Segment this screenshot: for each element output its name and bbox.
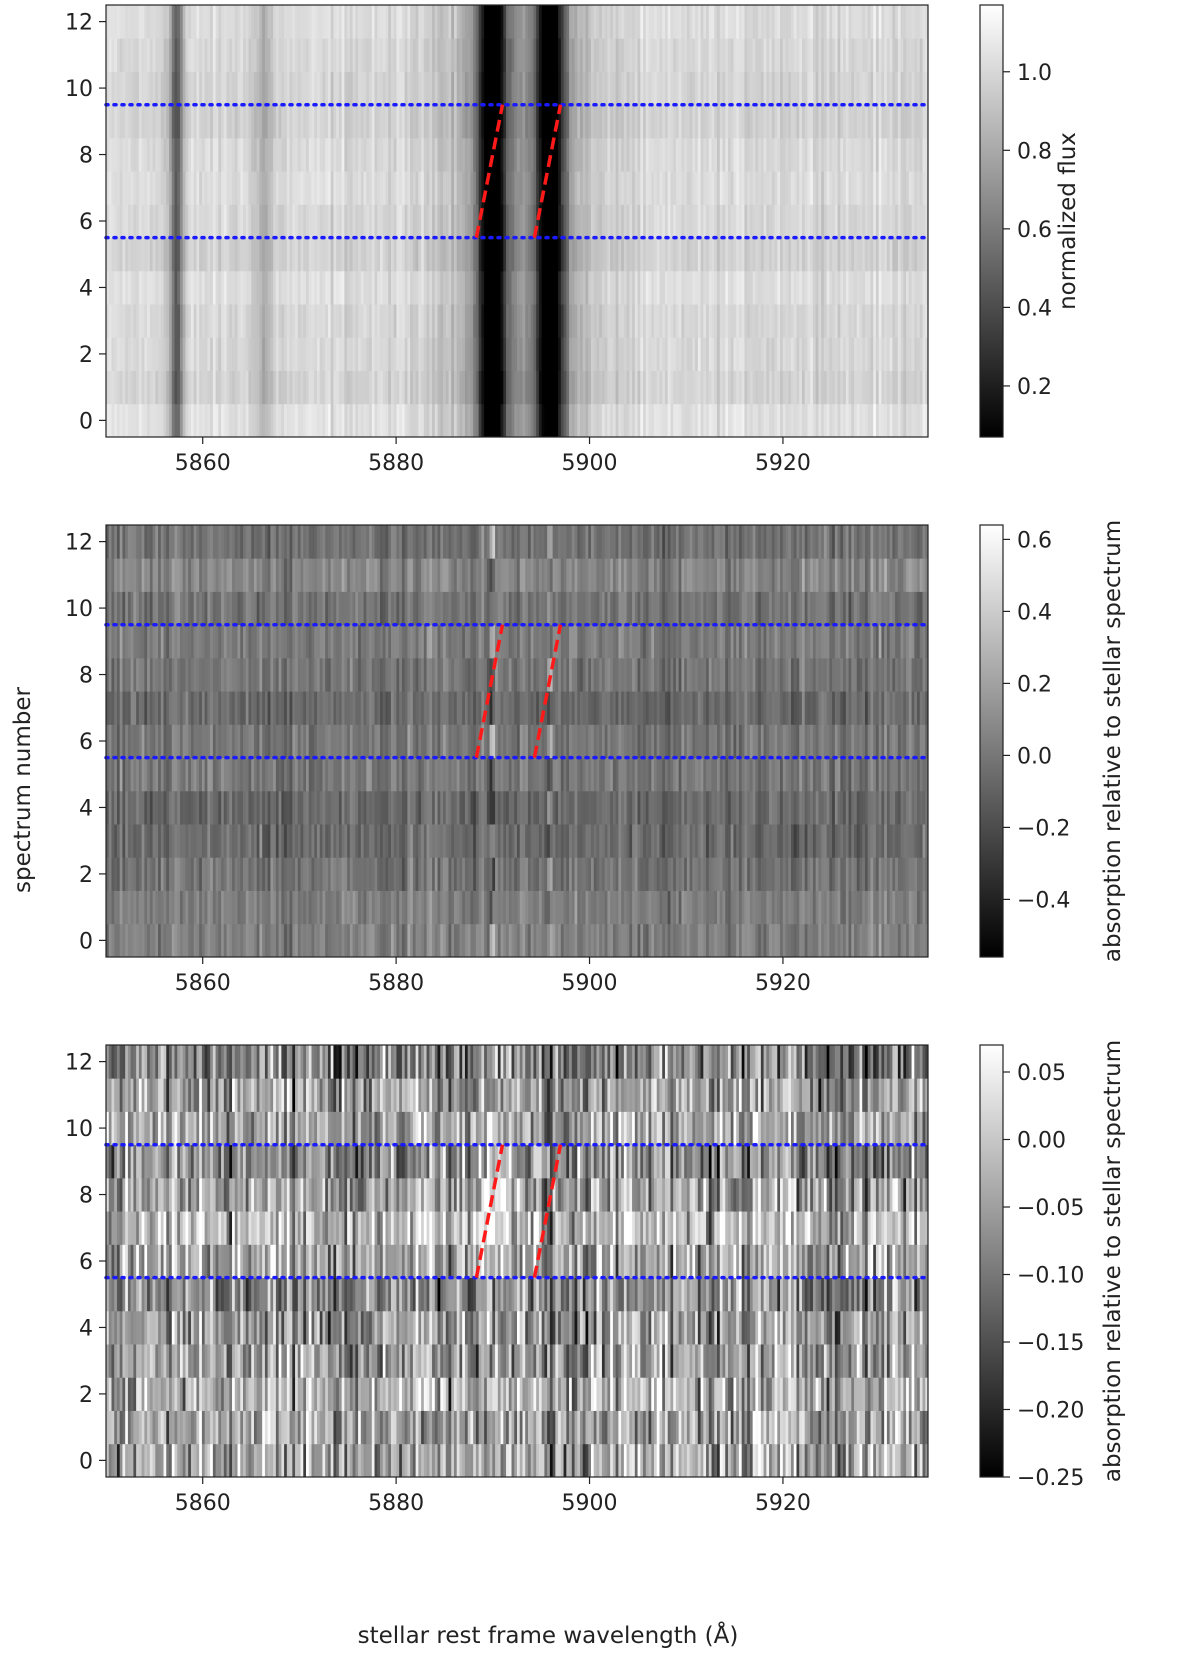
y-tick-label: 6: [79, 730, 93, 755]
colorbar-label: normalized flux: [1055, 132, 1081, 310]
panel-1: 5860 5880 5900 5920 0 2 4 6 8 10 12 0.2 0.4 0.6 0.8 1.0…: [65, 4, 1081, 476]
y-tick-label: 0: [79, 1449, 93, 1474]
x-tick-label: 5920: [755, 971, 811, 996]
y-tick-label: 10: [65, 1117, 93, 1142]
planet-trail-line: [474, 1144, 505, 1278]
planet-trail-line: [532, 1144, 563, 1278]
y-tick-label: 8: [79, 664, 93, 689]
y-tick-label: 8: [79, 1184, 93, 1209]
colorbar-tick-label: 0.2: [1017, 672, 1052, 697]
planet-trail-line: [474, 624, 505, 758]
colorbar-tick-label: −0.2: [1017, 816, 1070, 841]
shared-y-axis-label: spectrum number: [10, 687, 36, 893]
x-tick-label: 5880: [368, 451, 424, 476]
planet-trail-line: [532, 624, 563, 758]
y-tick-label: 4: [79, 796, 93, 821]
colorbar-tick-label: −0.4: [1017, 888, 1070, 913]
y-tick-label: 2: [79, 1383, 93, 1408]
colorbar-tick-label: 0.00: [1017, 1129, 1066, 1154]
y-tick-label: 12: [65, 531, 93, 556]
colorbar: [979, 4, 1004, 438]
x-tick-label: 5880: [368, 971, 424, 996]
colorbar-tick-label: 0.6: [1017, 218, 1052, 243]
x-tick-label: 5920: [755, 451, 811, 476]
colorbar-label: absorption relative to stellar spectrum: [1100, 1040, 1126, 1482]
colorbar-label: absorption relative to stellar spectrum: [1100, 520, 1126, 962]
colorbar-tick-label: 0.2: [1017, 375, 1052, 400]
colorbar-tick-label: 0.6: [1017, 528, 1052, 553]
y-tick-label: 6: [79, 210, 93, 235]
x-tick-label: 5860: [175, 451, 231, 476]
heatmap-cells: [106, 525, 928, 957]
y-tick-label: 12: [65, 11, 93, 36]
colorbar-tick-label: 0.05: [1017, 1061, 1066, 1086]
x-tick-label: 5900: [562, 971, 618, 996]
colorbar: [979, 524, 1004, 958]
y-tick-label: 2: [79, 863, 93, 888]
colorbar-tick-label: 0.8: [1017, 139, 1052, 164]
y-tick-label: 10: [65, 597, 93, 622]
y-tick-label: 0: [79, 929, 93, 954]
planet-trail-line: [474, 104, 505, 238]
colorbar-tick-label: −0.15: [1017, 1331, 1084, 1356]
panel-3: 5860 5880 5900 5920 0 2 4 6 8 10 12 −0.25 −0.20 −0.15…: [65, 1040, 1126, 1516]
colorbar-tick-label: 0.4: [1017, 600, 1052, 625]
colorbar-tick-label: 0.0: [1017, 744, 1052, 769]
colorbar-tick-label: −0.10: [1017, 1264, 1084, 1289]
y-tick-label: 8: [79, 144, 93, 169]
y-tick-label: 4: [79, 1316, 93, 1341]
y-tick-label: 4: [79, 276, 93, 301]
x-tick-label: 5860: [175, 971, 231, 996]
colorbar-tick-label: −0.25: [1017, 1466, 1084, 1491]
colorbar-tick-label: 0.4: [1017, 296, 1052, 321]
x-tick-label: 5900: [562, 1491, 618, 1516]
y-tick-label: 0: [79, 409, 93, 434]
colorbar-tick-label: 1.0: [1017, 61, 1052, 86]
x-axis-label: stellar rest frame wavelength (Å): [358, 1621, 739, 1649]
colorbar-tick-label: −0.05: [1017, 1196, 1084, 1221]
y-tick-label: 12: [65, 1051, 93, 1076]
y-tick-label: 10: [65, 77, 93, 102]
colorbar: [979, 1044, 1004, 1478]
colorbar-tick-label: −0.20: [1017, 1399, 1084, 1424]
x-tick-label: 5900: [562, 451, 618, 476]
x-tick-label: 5880: [368, 1491, 424, 1516]
heatmap-cells: [106, 5, 928, 437]
y-tick-label: 2: [79, 343, 93, 368]
planet-trail-line: [532, 104, 563, 238]
y-tick-label: 6: [79, 1250, 93, 1275]
heatmap-cells: [106, 1045, 928, 1477]
x-tick-label: 5920: [755, 1491, 811, 1516]
panel-2: 5860 5880 5900 5920 0 2 4 6 8 10 12 −0.4 −0.2 0.0 0.2 0…: [65, 520, 1126, 996]
x-tick-label: 5860: [175, 1491, 231, 1516]
